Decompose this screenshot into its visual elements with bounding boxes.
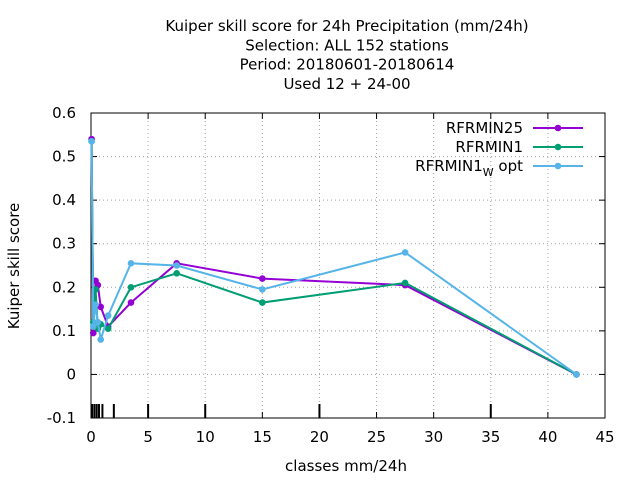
series-group [88, 138, 580, 378]
title-line: Period: 20180601-20180614 [240, 56, 455, 74]
legend-name: RFRMIN1 [455, 138, 523, 156]
y-axis-label: Kuiper skill score [5, 203, 23, 330]
x-tick-label: 35 [481, 428, 500, 446]
x-axis-label: classes mm/24h [285, 457, 407, 475]
x-tick-label: 5 [143, 428, 153, 446]
data-point [173, 270, 180, 277]
data-point [259, 286, 266, 293]
chart-title: Kuiper skill score for 24h Precipitation… [165, 17, 528, 93]
x-tick-label: 15 [253, 428, 272, 446]
y-tick-label: 0.5 [52, 148, 76, 166]
data-point [89, 329, 97, 337]
legend-marker [554, 162, 562, 170]
grid-lines [91, 113, 605, 418]
data-point [92, 301, 99, 309]
y-tick-label: 0 [66, 365, 76, 383]
y-tick-label: 0.3 [52, 235, 76, 253]
data-point [104, 325, 112, 332]
series-line [90, 141, 577, 376]
data-point [97, 336, 105, 343]
x-tick-label: 20 [310, 428, 329, 446]
data-point [259, 275, 266, 282]
data-point [401, 249, 409, 256]
series-line [90, 141, 578, 376]
data-point [104, 312, 112, 319]
x-tick-label: 10 [196, 428, 215, 446]
data-point [127, 299, 135, 306]
data-point [573, 371, 580, 378]
data-point [94, 318, 102, 326]
legend-marker [554, 124, 562, 132]
data-point [97, 303, 105, 311]
legend-label: RFRMIN25 [446, 119, 523, 137]
legend-marker [554, 143, 562, 151]
data-point [173, 262, 180, 269]
legend-name: RFRMIN25 [446, 119, 523, 137]
data-point [89, 323, 97, 330]
y-tick-label: 0.2 [52, 278, 76, 296]
x-tick-label: 45 [595, 428, 614, 446]
legend-suffix: opt [494, 157, 523, 175]
legend-label: RFRMIN1 [455, 138, 523, 156]
title-line: Kuiper skill score for 24h Precipitation… [165, 17, 528, 35]
x-tick-label: 30 [424, 428, 443, 446]
data-point [88, 138, 95, 145]
legend-name: RFRMIN1 [415, 157, 483, 175]
x-tick-label: 0 [86, 428, 96, 446]
data-series [88, 135, 580, 378]
data-point [259, 299, 266, 306]
legend-label: RFRMIN1W opt [415, 157, 523, 179]
title-line: Selection: ALL 152 stations [245, 36, 449, 54]
title-line: Used 12 + 24-00 [283, 75, 410, 93]
y-tick-label: 0.6 [52, 104, 76, 122]
class-marks [91, 404, 492, 418]
y-tick-label: -0.1 [47, 409, 76, 427]
data-point [401, 279, 409, 287]
x-tick-label: 40 [538, 428, 557, 446]
data-point [127, 283, 135, 291]
data-point [127, 260, 135, 267]
legend-subscript: W [483, 166, 494, 179]
y-tick-label: 0.4 [52, 191, 76, 209]
y-axis-ticks: -0.1 0 0.1 0.2 0.3 0.4 0.5 0.6 [47, 104, 605, 427]
y-tick-label: 0.1 [52, 322, 76, 340]
plot-frame [90, 112, 606, 419]
x-tick-label: 25 [367, 428, 386, 446]
x-axis-ticks: 0 5 10 15 20 25 30 35 40 45 [86, 113, 615, 446]
